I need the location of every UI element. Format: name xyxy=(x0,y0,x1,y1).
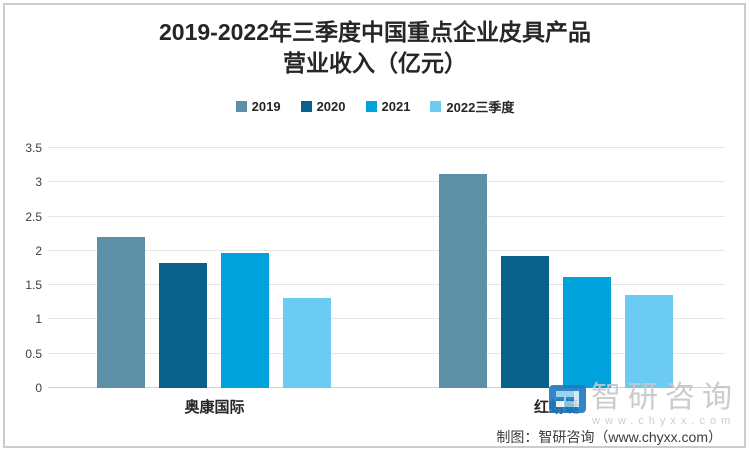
bar-红蜻蜓-2021 xyxy=(563,276,611,388)
gridline-2 xyxy=(48,249,725,251)
y-tick-label-2: 2 xyxy=(35,243,42,258)
chart-title-line2: 营业收入（亿元） xyxy=(283,50,467,76)
gridline-1.5 xyxy=(48,284,725,286)
y-tick-label-1: 1 xyxy=(35,312,42,327)
bar-奥康国际-2019 xyxy=(97,237,145,388)
legend-swatch-2022三季度 xyxy=(430,100,442,112)
gridline-0 xyxy=(48,387,725,388)
gridline-3.5 xyxy=(48,147,725,148)
y-tick-label-3.5: 3.5 xyxy=(25,141,42,155)
legend-label-2020: 2020 xyxy=(316,98,346,114)
gridline-1 xyxy=(48,318,725,320)
bar-奥康国际-2021 xyxy=(221,252,269,388)
bar-红蜻蜓-2020 xyxy=(501,255,549,388)
legend-item-2020: 2020 xyxy=(300,98,346,114)
y-tick-label-1.5: 1.5 xyxy=(25,278,42,293)
legend-label-2019: 2019 xyxy=(251,98,281,114)
bar-group-红蜻蜓 xyxy=(439,148,673,388)
y-tick-label-3: 3 xyxy=(35,175,42,190)
legend-item-2022三季度: 2022三季度 xyxy=(430,97,514,116)
x-category-label-奥康国际: 奥康国际 xyxy=(184,399,245,416)
y-tick-label-0.5: 0.5 xyxy=(25,346,42,361)
y-tick-label-0: 0 xyxy=(35,381,42,395)
gridline-3 xyxy=(48,181,725,183)
gridline-0.5 xyxy=(48,352,725,354)
chart-title: 2019-2022年三季度中国重点企业皮具产品 营业收入（亿元） xyxy=(0,17,750,79)
chart-title-line1: 2019-2022年三季度中国重点企业皮具产品 xyxy=(159,19,591,45)
x-category-label-红蜻蜓: 红蜻蜓 xyxy=(533,399,579,416)
y-tick-label-2.5: 2.5 xyxy=(25,209,42,224)
legend-label-2022三季度: 2022三季度 xyxy=(446,99,515,115)
legend-item-2019: 2019 xyxy=(235,98,281,114)
legend-swatch-2020 xyxy=(300,100,312,112)
bar-红蜻蜓-2019 xyxy=(439,174,487,388)
plot-area xyxy=(48,147,725,388)
bar-group-奥康国际 xyxy=(97,148,331,388)
legend-label-2021: 2021 xyxy=(381,98,411,114)
legend-swatch-2019 xyxy=(235,100,247,112)
caption: 制图：智研咨询（www.chyxx.com） xyxy=(496,429,722,445)
gridline-2.5 xyxy=(48,215,725,217)
legend: 2019 2020 2021 2022三季度 xyxy=(0,97,750,115)
bar-红蜻蜓-2022三季度 xyxy=(625,295,673,388)
legend-swatch-2021 xyxy=(365,100,377,112)
legend-item-2021: 2021 xyxy=(365,98,411,114)
bar-奥康国际-2022三季度 xyxy=(283,297,331,388)
bar-奥康国际-2020 xyxy=(159,262,207,388)
